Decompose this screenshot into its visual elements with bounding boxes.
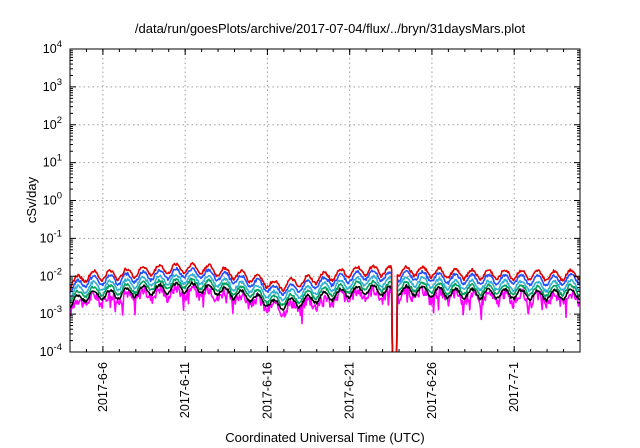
y-axis-label: cSv/day	[24, 176, 39, 223]
series-group	[70, 261, 580, 352]
series-line-2	[70, 277, 580, 352]
x-tick-label: 2017-6-26	[425, 362, 439, 419]
y-tick-label: 101	[43, 153, 62, 170]
y-tick-label: 10-2	[40, 266, 62, 283]
chart-title: /data/run/goesPlots/archive/2017-07-04/f…	[135, 21, 526, 36]
x-tick-label: 2017-7-1	[507, 362, 521, 412]
x-tick-label: 2017-6-16	[260, 362, 274, 419]
x-axis-label: Coordinated Universal Time (UTC)	[225, 430, 424, 445]
y-tick-label: 10-3	[40, 304, 62, 321]
x-tick-label: 2017-6-6	[96, 362, 110, 412]
x-tick-label: 2017-6-11	[178, 362, 192, 418]
y-tick-label: 100	[43, 191, 62, 208]
series-line-3	[70, 273, 580, 352]
series-line-1	[70, 281, 580, 352]
y-tick-label: 10-1	[40, 228, 62, 245]
grid-lines	[70, 49, 580, 352]
y-tick-labels: 10-4 10-3 10-2 10-1 100 101 102 103 104	[40, 39, 62, 359]
series-line-4	[70, 266, 580, 352]
x-tick-labels: 2017-6-6 2017-6-11 2017-6-16 2017-6-21 2017-…	[96, 362, 521, 419]
axis-ticks	[69, 48, 581, 353]
y-tick-label: 103	[43, 77, 62, 94]
series-line-0	[70, 283, 580, 352]
x-tick-label: 2017-6-21	[343, 362, 357, 419]
y-tick-label: 10-4	[40, 342, 62, 359]
series-line-5	[70, 261, 580, 352]
y-tick-label: 104	[43, 39, 62, 56]
y-tick-label: 102	[43, 115, 62, 132]
